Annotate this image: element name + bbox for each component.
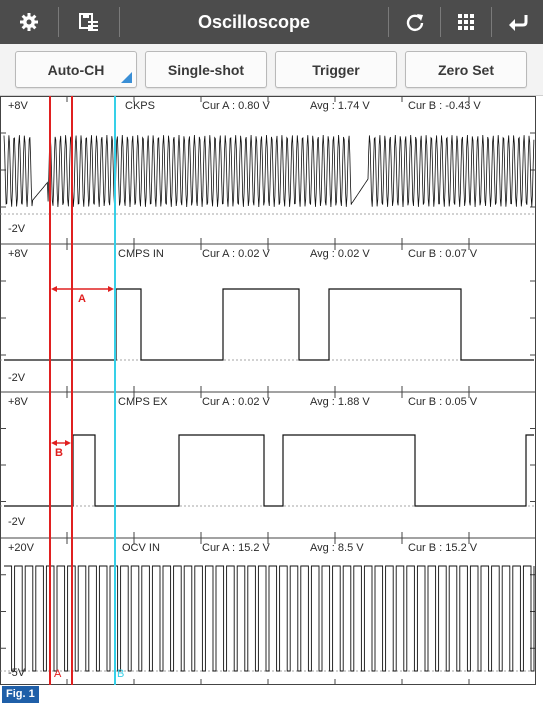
ch4-scale-bottom: -5V [8, 667, 26, 679]
toolbar-divider [58, 7, 59, 37]
control-button-row: Auto-CH Single-shot Trigger Zero Set [0, 44, 543, 96]
cmps-in-trace [4, 288, 534, 361]
single-shot-label: Single-shot [167, 61, 245, 78]
ch4-cur-a: Cur A : 15.2 V [202, 542, 270, 554]
ch3-cur-a: Cur A : 0.02 V [202, 396, 270, 408]
interval-b-arrowhead-right [65, 440, 71, 446]
grid-icon[interactable] [441, 0, 491, 44]
interval-a-arrowhead-right [108, 286, 114, 292]
ch3-avg: Avg : 1.88 V [310, 396, 370, 408]
ch1-scale-top: +8V [8, 100, 28, 112]
ch3-name: CMPS EX [118, 396, 168, 408]
gear-icon[interactable] [0, 0, 58, 44]
zero-set-label: Zero Set [437, 61, 494, 78]
ch2-scale-top: +8V [8, 248, 28, 260]
save-list-icon[interactable] [59, 0, 119, 44]
ch4-scale-top: +20V [8, 542, 34, 554]
ch2-name: CMPS IN [118, 248, 164, 260]
ch1-name: CKPS [125, 100, 155, 112]
ch1-scale-bottom: -2V [8, 223, 26, 235]
figure-label: Fig. 1 [2, 686, 39, 703]
cursor-layer [49, 96, 116, 685]
ch2-cur-a: Cur A : 0.02 V [202, 248, 270, 260]
ch3-scale-top: +8V [8, 396, 28, 408]
interval-b-arrowhead-left [51, 440, 57, 446]
ch1-avg: Avg : 1.74 V [310, 100, 370, 112]
toolbar-divider [440, 7, 441, 37]
ch2-avg: Avg : 0.02 V [310, 248, 370, 260]
waveform-canvas [0, 96, 536, 685]
toolbar-divider [491, 7, 492, 37]
ch3-scale-bottom: -2V [8, 516, 26, 528]
ch4-avg: Avg : 8.5 V [310, 542, 364, 554]
interval-b-label: B [55, 447, 63, 459]
cmps-ex-trace [4, 434, 534, 507]
interval-a-arrowhead-left [51, 286, 57, 292]
cursor-b-label: B [117, 668, 125, 680]
oscilloscope-display[interactable]: +8V CKPS Cur A : 0.80 V Avg : 1.74 V Cur… [0, 96, 543, 685]
trace-layer [3, 134, 535, 672]
ch3-cur-b: Cur B : 0.05 V [408, 396, 478, 408]
dropdown-corner-icon [121, 72, 132, 83]
refresh-icon[interactable] [389, 0, 440, 44]
ocv-in-trace [4, 565, 535, 672]
app-title: Oscilloscope [197, 11, 311, 32]
trigger-label: Trigger [312, 61, 360, 78]
trigger-button[interactable]: Trigger [275, 51, 397, 88]
ch2-cur-b: Cur B : 0.07 V [408, 248, 478, 260]
back-icon[interactable] [492, 0, 543, 44]
zero-set-button[interactable]: Zero Set [405, 51, 527, 88]
auto-ch-button[interactable]: Auto-CH [15, 51, 137, 88]
single-shot-button[interactable]: Single-shot [145, 51, 267, 88]
ch4-name: OCV IN [122, 542, 160, 554]
ch4-cur-b: Cur B : 15.2 V [408, 542, 478, 554]
ckps-trace [3, 134, 535, 208]
auto-ch-label: Auto-CH [47, 61, 105, 78]
ch2-scale-bottom: -2V [8, 372, 26, 384]
ch1-cur-b: Cur B : -0.43 V [408, 100, 481, 112]
interval-a-label: A [78, 293, 86, 305]
top-bar: Oscilloscope [0, 0, 543, 44]
ch1-cur-a: Cur A : 0.80 V [202, 100, 270, 112]
cursor-a-label: A [54, 668, 62, 680]
toolbar-divider [388, 7, 389, 37]
toolbar-divider [119, 7, 120, 37]
